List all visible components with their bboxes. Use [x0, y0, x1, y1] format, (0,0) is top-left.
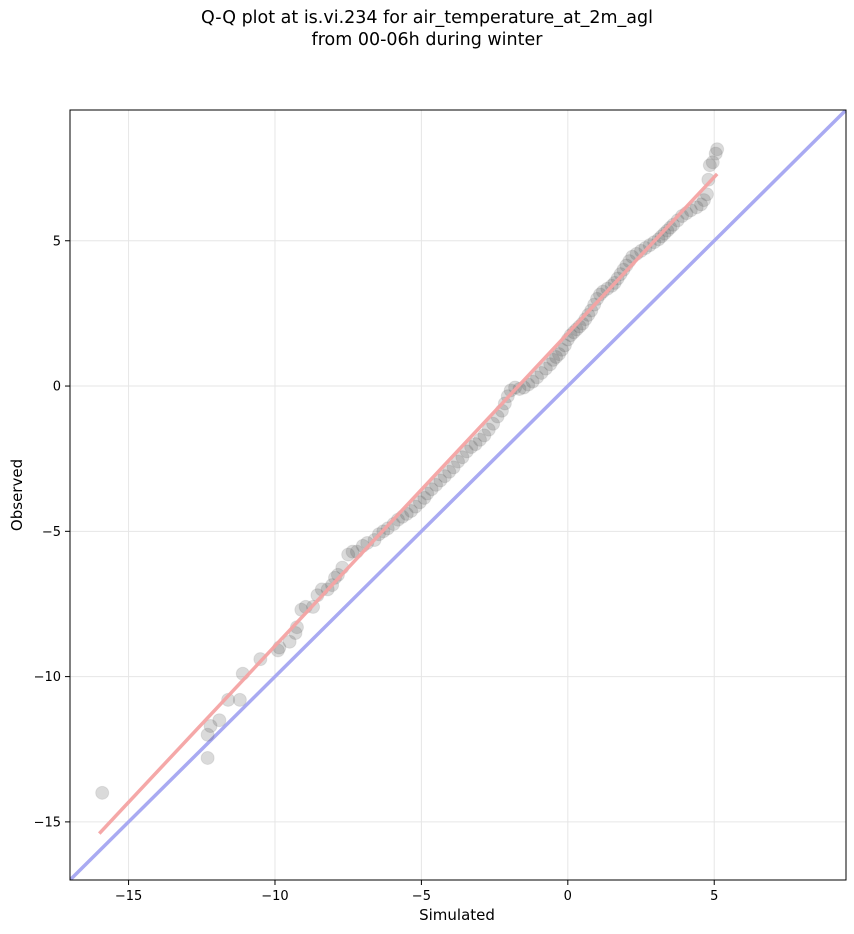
data-point — [538, 361, 553, 376]
data-point — [651, 232, 666, 247]
data-point — [654, 229, 669, 244]
data-point — [696, 193, 711, 208]
data-point — [468, 437, 483, 452]
x-tick-label: −5 — [412, 889, 431, 904]
data-point — [330, 567, 345, 582]
ticks: −15 −10 −5 0 5 −15 −10 −5 0 5 — [34, 234, 719, 904]
data-point — [420, 486, 435, 501]
data-point — [590, 291, 605, 306]
data-point — [657, 226, 672, 241]
data-point — [534, 365, 549, 380]
x-tick-label: 5 — [710, 889, 718, 904]
data-point — [503, 383, 518, 398]
chart-title-line-1: Q-Q plot at is.vi.234 for air_temperatur… — [201, 8, 653, 28]
data-point — [442, 464, 457, 479]
data-point — [549, 349, 564, 364]
data-point — [481, 422, 496, 437]
data-point — [459, 444, 474, 459]
y-tick-label: −15 — [34, 815, 61, 830]
data-point — [437, 469, 452, 484]
y-tick-label: −5 — [42, 525, 61, 540]
data-point — [702, 158, 717, 173]
data-point — [380, 521, 395, 536]
data-point — [433, 473, 448, 488]
data-point — [345, 544, 360, 559]
data-point — [446, 460, 461, 475]
data-point — [486, 416, 501, 431]
data-point — [710, 142, 725, 157]
data-point — [455, 450, 470, 465]
data-point — [663, 220, 678, 235]
data-point — [95, 785, 110, 800]
identity-line — [70, 110, 846, 880]
data-point — [554, 342, 569, 357]
y-tick-label: 0 — [53, 380, 61, 395]
data-point — [552, 347, 567, 362]
y-axis-label: Observed — [8, 459, 26, 531]
x-tick-label: 0 — [564, 889, 572, 904]
plot-marks — [70, 110, 846, 880]
data-point — [477, 428, 492, 443]
data-point — [464, 440, 479, 455]
data-point — [282, 634, 297, 649]
data-point — [404, 503, 419, 518]
data-point — [424, 482, 439, 497]
data-point — [543, 357, 558, 372]
data-point — [613, 267, 628, 282]
chart-title-line-2: from 00-06h during winter — [311, 30, 543, 50]
x-tick-label: −15 — [115, 889, 142, 904]
data-point — [708, 146, 723, 161]
y-tick-label: −10 — [34, 670, 61, 685]
data-point — [525, 374, 540, 389]
y-tick-label: 5 — [53, 234, 61, 249]
data-point — [694, 197, 709, 212]
data-point — [530, 370, 545, 385]
data-point — [472, 432, 487, 447]
x-tick-label: −10 — [261, 889, 288, 904]
data-point — [705, 155, 720, 170]
data-point — [689, 200, 704, 215]
fit-line — [98, 172, 719, 835]
data-point — [221, 692, 236, 707]
data-point — [581, 307, 596, 322]
data-point — [200, 727, 215, 742]
data-point — [408, 499, 423, 514]
data-point — [232, 692, 247, 707]
data-point — [497, 396, 512, 411]
data-point — [429, 477, 444, 492]
data-point — [417, 490, 432, 505]
data-point — [701, 172, 716, 187]
data-point — [212, 713, 227, 728]
data-point — [203, 719, 218, 733]
data-point — [412, 495, 427, 510]
data-point — [660, 223, 675, 238]
x-axis-label: Simulated — [419, 906, 495, 924]
data-point — [451, 454, 465, 469]
data-point — [546, 352, 561, 367]
plot-frame — [69, 109, 847, 881]
data-point — [200, 750, 215, 765]
chart-title: Q-Q plot at is.vi.234 for air_temperatur… — [0, 7, 854, 51]
data-point — [341, 547, 356, 562]
